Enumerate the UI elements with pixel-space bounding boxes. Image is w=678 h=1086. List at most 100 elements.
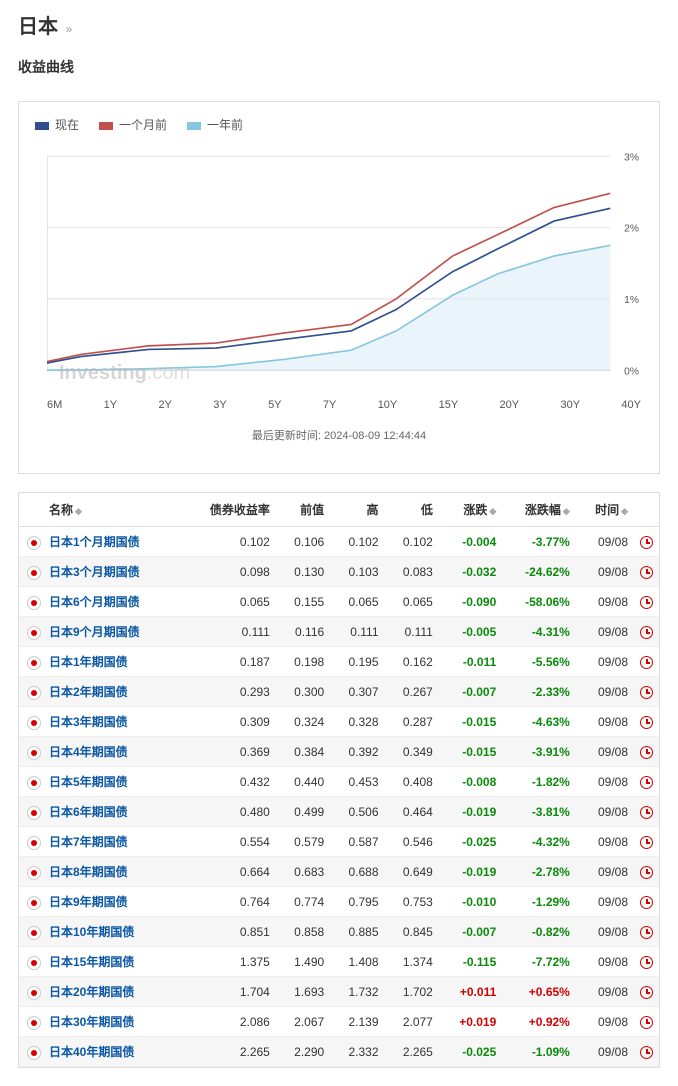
column-header[interactable]: 高: [330, 493, 384, 527]
table-row: 日本15年期国债1.3751.4901.4081.374-0.115-7.72%…: [19, 947, 659, 977]
legend-item[interactable]: 一年前: [187, 116, 243, 133]
cell-yield: 0.187: [183, 647, 276, 677]
cell-clock: [634, 1007, 659, 1037]
cell-change: -0.032: [439, 557, 502, 587]
table-row: 日本30年期国债2.0862.0672.1392.077+0.019+0.92%…: [19, 1007, 659, 1037]
sort-icon: ◆: [563, 506, 570, 516]
legend-label: 一年前: [207, 118, 243, 132]
cell-change: -0.019: [439, 797, 502, 827]
x-tick-label: 6M: [47, 399, 62, 411]
bond-link[interactable]: 日本9年期国债: [49, 895, 128, 909]
column-header[interactable]: 低: [385, 493, 439, 527]
bond-link[interactable]: 日本4年期国债: [49, 745, 128, 759]
cell-low: 0.065: [385, 587, 439, 617]
cell-yield: 0.432: [183, 767, 276, 797]
cell-prev: 2.290: [276, 1037, 330, 1067]
x-tick-label: 2Y: [158, 399, 171, 411]
cell-high: 0.065: [330, 587, 384, 617]
cell-change-pct: -3.91%: [502, 737, 576, 767]
cell-change: -0.090: [439, 587, 502, 617]
cell-clock: [634, 527, 659, 557]
flag-japan-icon: [27, 926, 41, 940]
sort-icon: ◆: [489, 506, 496, 516]
flag-japan-icon: [27, 1046, 41, 1060]
bond-link[interactable]: 日本7年期国债: [49, 835, 128, 849]
bond-link[interactable]: 日本30年期国债: [49, 1015, 134, 1029]
cell-low: 0.464: [385, 797, 439, 827]
x-tick-label: 10Y: [378, 399, 398, 411]
bond-link[interactable]: 日本3年期国债: [49, 715, 128, 729]
cell-change-pct: -2.33%: [502, 677, 576, 707]
column-header[interactable]: 前值: [276, 493, 330, 527]
cell-low: 0.546: [385, 827, 439, 857]
flag-japan-icon: [27, 1016, 41, 1030]
chart-x-axis: 6M1Y2Y3Y5Y7Y10Y15Y20Y30Y40Y: [47, 399, 641, 411]
bond-link[interactable]: 日本6年期国债: [49, 805, 128, 819]
cell-prev: 0.130: [276, 557, 330, 587]
bond-link[interactable]: 日本3个月期国债: [49, 565, 140, 579]
clock-icon: [640, 536, 653, 549]
cell-change-pct: -1.09%: [502, 1037, 576, 1067]
bond-link[interactable]: 日本9个月期国债: [49, 625, 140, 639]
cell-clock: [634, 707, 659, 737]
cell-clock: [634, 977, 659, 1007]
bond-link[interactable]: 日本2年期国债: [49, 685, 128, 699]
flag-japan-icon: [27, 536, 41, 550]
bond-link[interactable]: 日本8年期国债: [49, 865, 128, 879]
clock-icon: [640, 566, 653, 579]
cell-change: -0.019: [439, 857, 502, 887]
bond-link[interactable]: 日本6个月期国债: [49, 595, 140, 609]
bond-link[interactable]: 日本1个月期国债: [49, 535, 140, 549]
cell-low: 1.702: [385, 977, 439, 1007]
cell-clock: [634, 857, 659, 887]
legend-label: 一个月前: [119, 118, 167, 132]
column-header[interactable]: 涨跌幅◆: [502, 493, 576, 527]
cell-low: 0.349: [385, 737, 439, 767]
legend-label: 现在: [55, 118, 79, 132]
cell-yield: 1.375: [183, 947, 276, 977]
clock-icon: [640, 626, 653, 639]
cell-time: 09/08: [576, 947, 634, 977]
cell-yield: 0.851: [183, 917, 276, 947]
cell-change-pct: +0.92%: [502, 1007, 576, 1037]
cell-low: 0.287: [385, 707, 439, 737]
bond-link[interactable]: 日本5年期国债: [49, 775, 128, 789]
cell-yield: 0.065: [183, 587, 276, 617]
cell-low: 0.162: [385, 647, 439, 677]
cell-change: -0.010: [439, 887, 502, 917]
cell-time: 09/08: [576, 827, 634, 857]
cell-change: -0.004: [439, 527, 502, 557]
cell-yield: 2.086: [183, 1007, 276, 1037]
cell-time: 09/08: [576, 737, 634, 767]
bond-link[interactable]: 日本40年期国债: [49, 1045, 134, 1059]
cell-time: 09/08: [576, 857, 634, 887]
legend-item[interactable]: 现在: [35, 116, 79, 133]
column-header[interactable]: 债券收益率: [183, 493, 276, 527]
bond-link[interactable]: 日本15年期国债: [49, 955, 134, 969]
cell-change: -0.015: [439, 707, 502, 737]
cell-yield: 0.102: [183, 527, 276, 557]
clock-icon: [640, 1046, 653, 1059]
cell-clock: [634, 1037, 659, 1067]
table-row: 日本3个月期国债0.0980.1300.1030.083-0.032-24.62…: [19, 557, 659, 587]
column-header[interactable]: 涨跌◆: [439, 493, 502, 527]
column-header[interactable]: 时间◆: [576, 493, 634, 527]
legend-item[interactable]: 一个月前: [99, 116, 167, 133]
legend-swatch: [187, 122, 201, 130]
bond-link[interactable]: 日本20年期国债: [49, 985, 134, 999]
cell-time: 09/08: [576, 917, 634, 947]
x-tick-label: 40Y: [621, 399, 641, 411]
cell-time: 09/08: [576, 767, 634, 797]
section-subtitle: 收益曲线: [18, 57, 660, 77]
bond-link[interactable]: 日本1年期国债: [49, 655, 128, 669]
cell-change: -0.005: [439, 617, 502, 647]
cell-prev: 0.683: [276, 857, 330, 887]
column-header[interactable]: 名称◆: [19, 493, 183, 527]
bond-link[interactable]: 日本10年期国债: [49, 925, 134, 939]
cell-change: +0.019: [439, 1007, 502, 1037]
cell-high: 2.139: [330, 1007, 384, 1037]
cell-change-pct: -4.31%: [502, 617, 576, 647]
x-tick-label: 30Y: [560, 399, 580, 411]
cell-low: 1.374: [385, 947, 439, 977]
cell-clock: [634, 917, 659, 947]
